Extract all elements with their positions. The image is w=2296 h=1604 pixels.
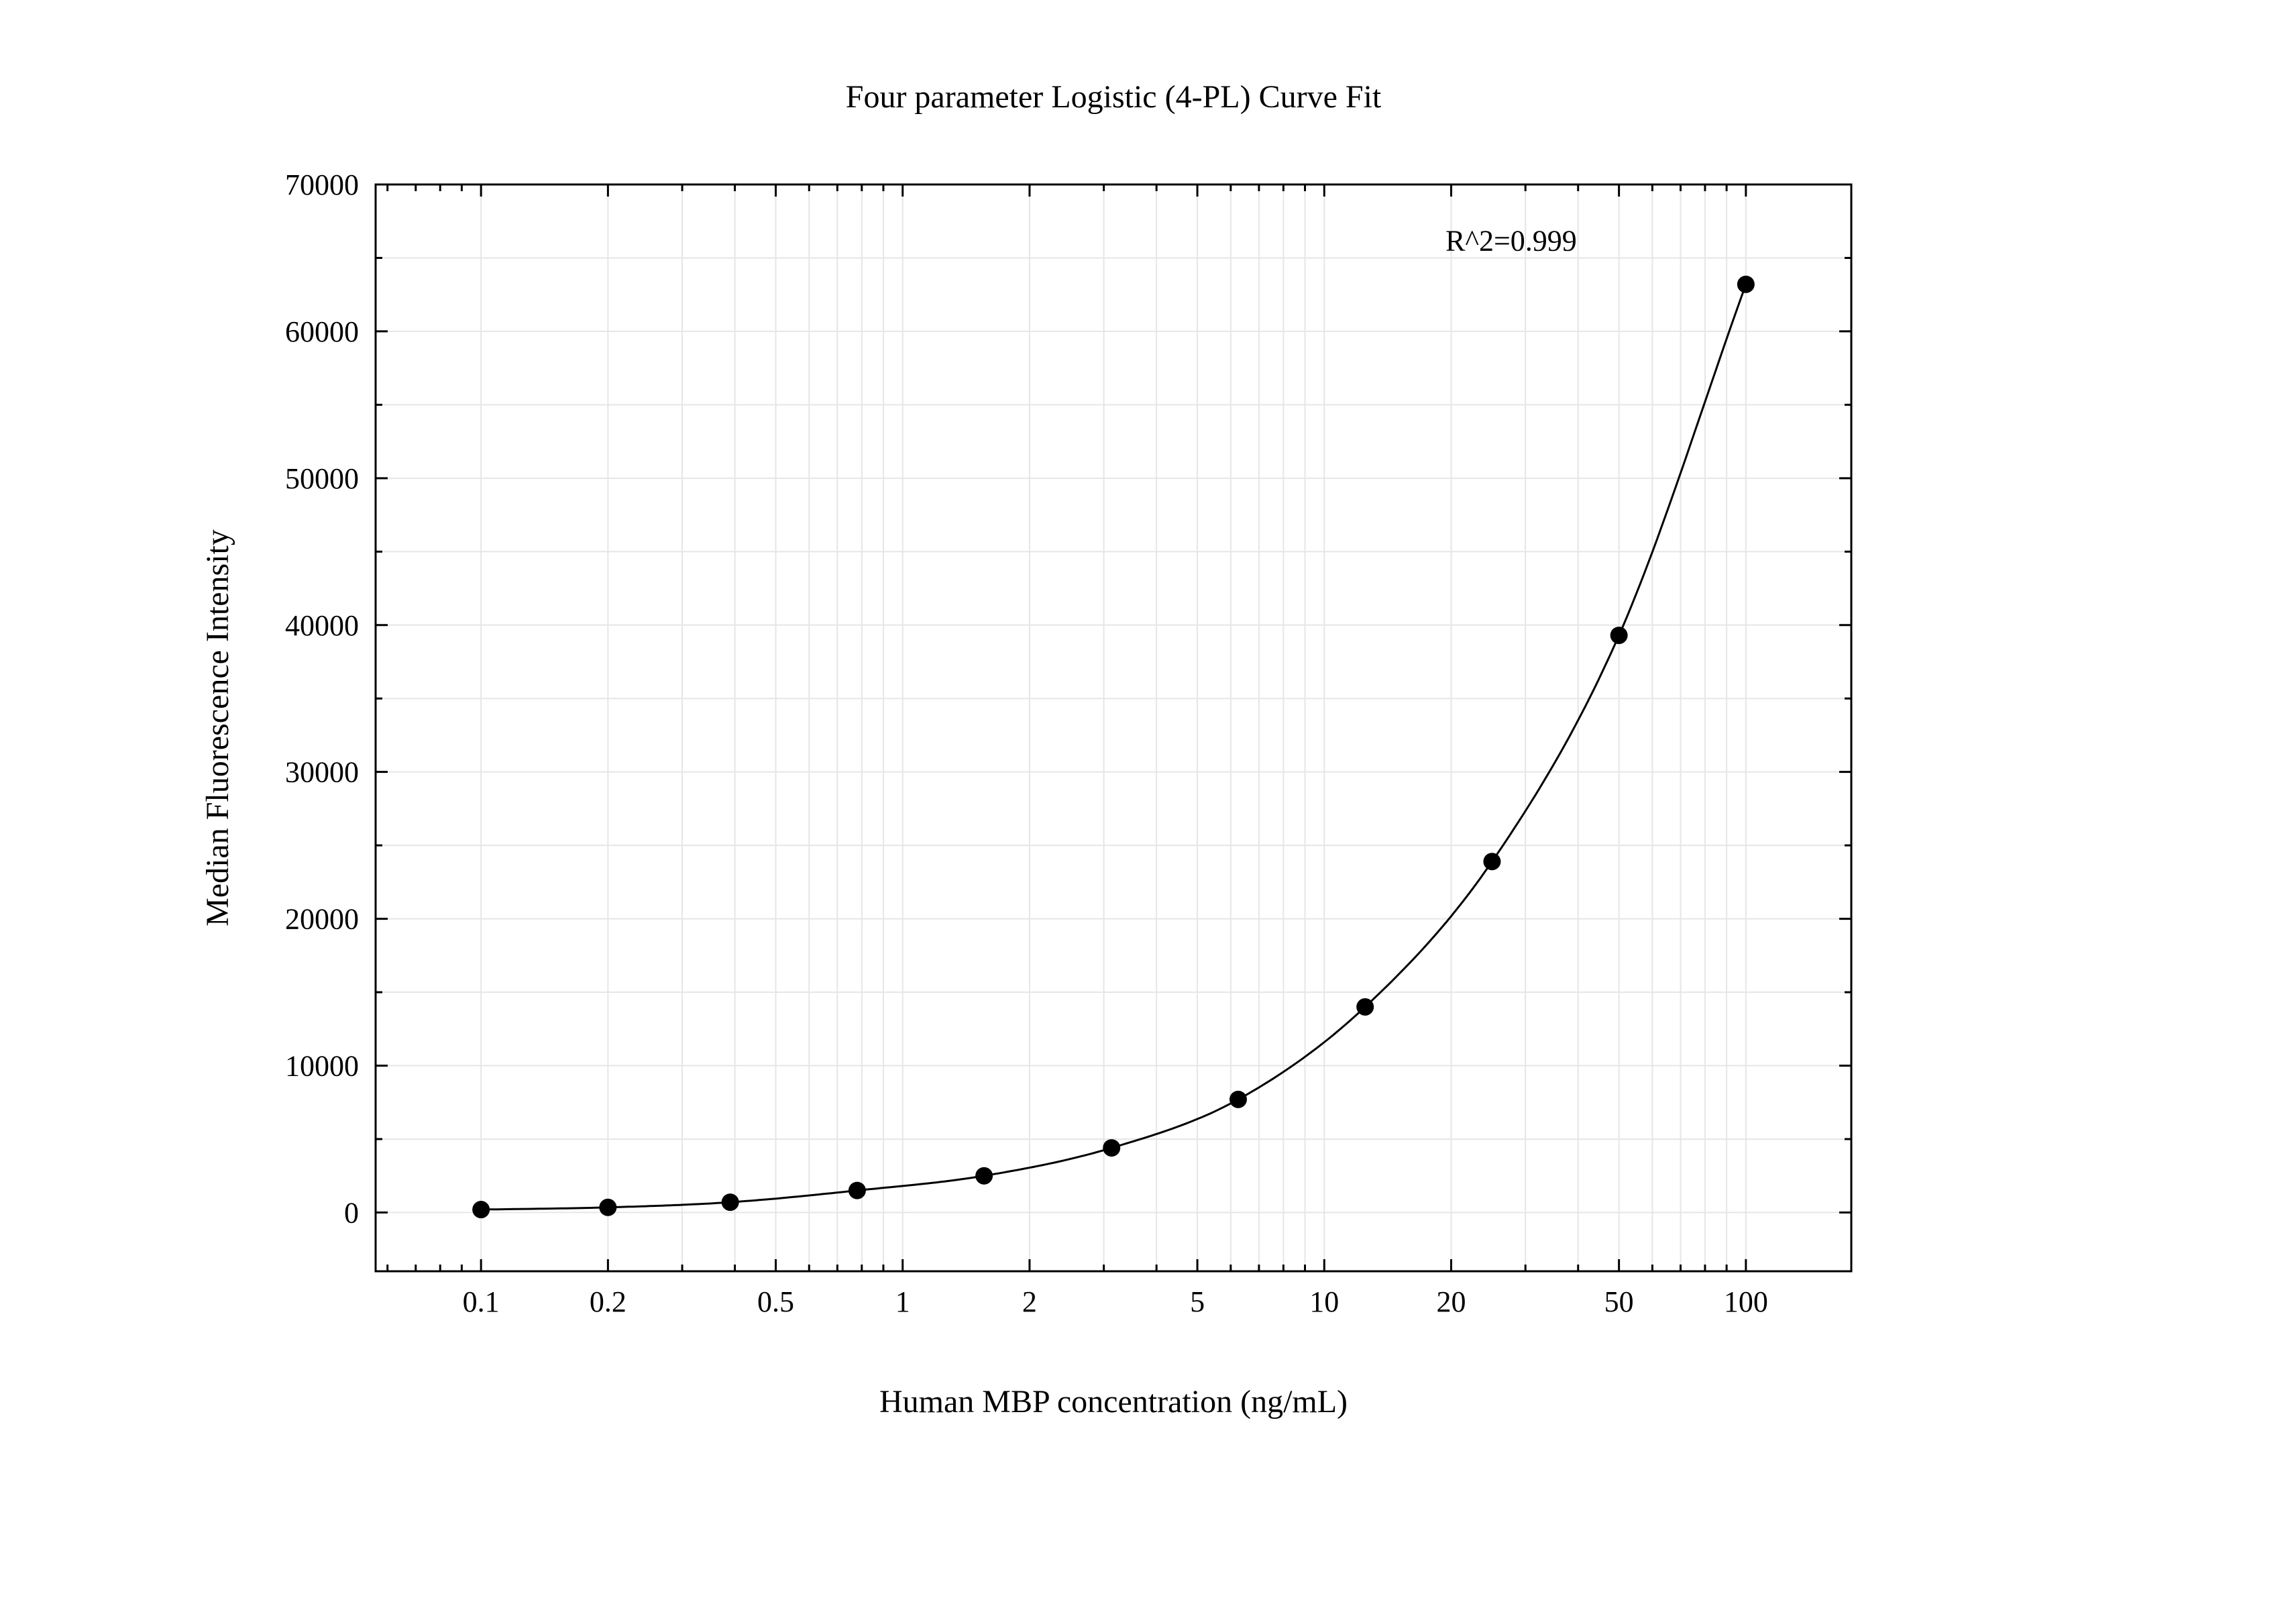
chart-container: 0 10000 20000 30000 40000 50000 60000 70000 0.1 0… <box>0 0 2296 1604</box>
data-point <box>1103 1139 1120 1157</box>
data-point <box>722 1193 739 1211</box>
x-tick-label: 1 <box>895 1285 910 1318</box>
data-point <box>975 1167 993 1185</box>
data-point <box>472 1201 490 1218</box>
data-point <box>849 1182 866 1199</box>
x-tick-label: 0.1 <box>463 1285 500 1318</box>
y-tick-label: 70000 <box>285 168 359 201</box>
r-squared-annotation: R^2=0.999 <box>1445 225 1577 258</box>
y-tick-label: 20000 <box>285 903 359 936</box>
x-tick-label: 0.2 <box>590 1285 626 1318</box>
x-tick-label: 2 <box>1022 1285 1037 1318</box>
data-point <box>1229 1091 1247 1108</box>
x-tick-label: 5 <box>1190 1285 1205 1318</box>
chart-title: Four parameter Logistic (4-PL) Curve Fit <box>846 79 1382 115</box>
y-tick-label: 40000 <box>285 609 359 642</box>
y-tick-label: 50000 <box>285 462 359 495</box>
y-tick-label: 10000 <box>285 1050 359 1083</box>
data-point <box>1737 276 1755 293</box>
y-tick-label: 60000 <box>285 315 359 348</box>
x-axis-label: Human MBP concentration (ng/mL) <box>879 1384 1348 1420</box>
x-tick-label: 0.5 <box>757 1285 794 1318</box>
x-tick-label: 20 <box>1437 1285 1466 1318</box>
y-tick-label: 30000 <box>285 756 359 789</box>
data-point <box>1483 853 1500 870</box>
y-axis-label: Median Fluorescence Intensity <box>200 529 235 926</box>
data-point <box>1356 998 1374 1016</box>
x-tick-label: 50 <box>1604 1285 1634 1318</box>
data-point <box>599 1199 616 1216</box>
x-tick-label: 100 <box>1724 1285 1768 1318</box>
y-tick-label: 0 <box>344 1196 359 1229</box>
x-tick-label: 10 <box>1309 1285 1339 1318</box>
data-point <box>1610 627 1628 644</box>
curve-fit-chart: 0 10000 20000 30000 40000 50000 60000 70000 0.1 0… <box>0 0 2296 1604</box>
